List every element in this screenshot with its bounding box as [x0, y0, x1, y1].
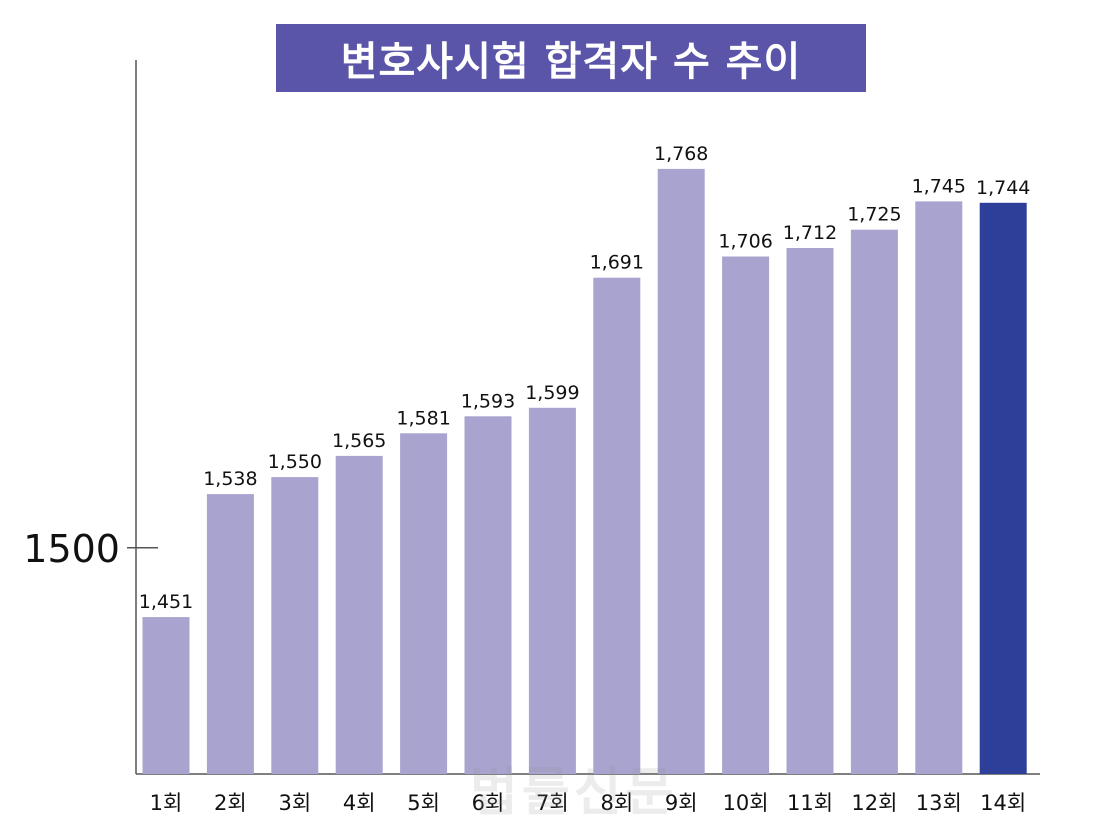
x-tick-label-11: 11회 — [787, 791, 833, 815]
x-tick-labels-group: 1회 2회 3회 4회 5회 6회 7회 8회 9회 10회 11회 12회 13회 14회 — [150, 791, 1027, 815]
x-tick-label-4: 4회 — [343, 791, 376, 815]
data-label-6: 1,593 — [461, 390, 515, 412]
bar-13 — [915, 201, 963, 774]
data-label-2: 1,538 — [203, 468, 257, 490]
data-label-5: 1,581 — [396, 407, 450, 429]
data-labels-group: 1,451 1,538 1,550 1,565 1,581 1,593 1,599 1,691… — [139, 143, 1031, 613]
bar-9 — [657, 168, 705, 774]
x-tick-label-7: 7회 — [536, 791, 569, 815]
x-tick-label-6: 6회 — [472, 791, 505, 815]
data-label-9: 1,768 — [654, 143, 708, 165]
x-tick-label-1: 1회 — [150, 791, 183, 815]
bar-11 — [786, 248, 834, 774]
y-tick-label-1: 1500 — [23, 527, 120, 571]
data-label-13: 1,745 — [912, 175, 966, 197]
bar-8 — [593, 277, 641, 774]
chart-title: 변호사시험 합격자 수 추이 — [340, 39, 802, 85]
data-label-14: 1,744 — [976, 177, 1030, 199]
chart-title-banner: 변호사시험 합격자 수 추이 — [276, 24, 866, 92]
bar-2 — [206, 494, 254, 774]
data-label-1: 1,451 — [139, 591, 193, 613]
bar-4 — [335, 455, 383, 774]
bar-6 — [464, 416, 512, 774]
data-label-3: 1,550 — [268, 451, 322, 473]
bars-group — [142, 168, 1027, 775]
bar-14 — [979, 202, 1027, 775]
data-label-10: 1,706 — [718, 231, 772, 253]
bar-7 — [528, 407, 576, 774]
x-tick-label-5: 5회 — [407, 791, 440, 815]
bar-5 — [400, 433, 448, 774]
x-tick-label-14: 14회 — [980, 791, 1026, 815]
data-label-7: 1,599 — [525, 382, 579, 404]
x-tick-label-2: 2회 — [214, 791, 247, 815]
watermark-text: 법률신문 — [470, 763, 678, 823]
data-label-11: 1,712 — [783, 222, 837, 244]
bar-3 — [271, 477, 319, 774]
data-label-8: 1,691 — [590, 252, 644, 274]
x-tick-label-13: 13회 — [916, 791, 962, 815]
x-tick-label-9: 9회 — [665, 791, 698, 815]
bar-12 — [850, 229, 898, 774]
x-tick-label-8: 8회 — [600, 791, 633, 815]
y-axis-ticks: 1500 — [23, 527, 158, 571]
x-tick-label-3: 3회 — [278, 791, 311, 815]
x-tick-label-10: 10회 — [723, 791, 769, 815]
data-label-12: 1,725 — [847, 204, 901, 226]
bar-1 — [142, 617, 190, 774]
x-tick-label-12: 12회 — [851, 791, 897, 815]
data-label-4: 1,565 — [332, 430, 386, 452]
bar-10 — [722, 256, 770, 774]
